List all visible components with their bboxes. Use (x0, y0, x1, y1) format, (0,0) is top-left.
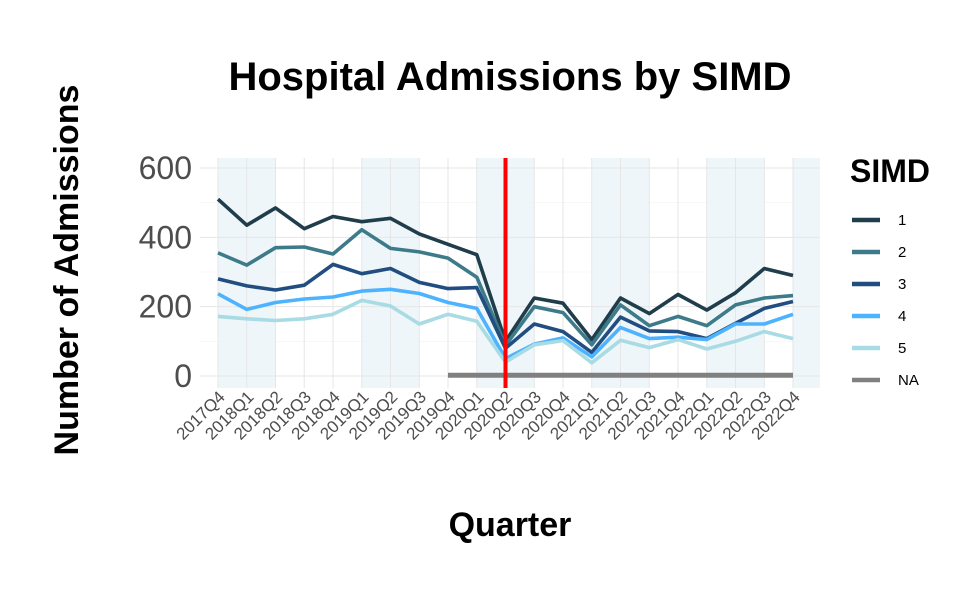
y-tick-label: 0 (174, 358, 192, 394)
legend-label: 3 (898, 276, 906, 293)
shaded-band (793, 158, 820, 388)
x-axis-title: Quarter (449, 506, 572, 544)
y-tick-labels: 0 200 400 600 (139, 150, 192, 394)
y-tick-label: 400 (139, 219, 192, 255)
chart-title: Hospital Admissions by SIMD (228, 55, 791, 99)
legend-title: SIMD (850, 153, 930, 189)
y-tick-label: 600 (139, 150, 192, 186)
y-tick-label: 200 (139, 289, 192, 325)
legend-label: 4 (898, 308, 906, 325)
legend-label: 2 (898, 244, 906, 261)
legend-label: 5 (898, 340, 906, 357)
legend-label: 1 (898, 212, 906, 229)
legend-label: NA (898, 372, 919, 389)
x-tick-labels: 2017Q42018Q12018Q22018Q32018Q42019Q12019… (173, 387, 804, 443)
legend: SIMD 1 2 3 4 5 NA (850, 153, 930, 389)
y-axis-title: Number of Admissions (48, 85, 86, 456)
